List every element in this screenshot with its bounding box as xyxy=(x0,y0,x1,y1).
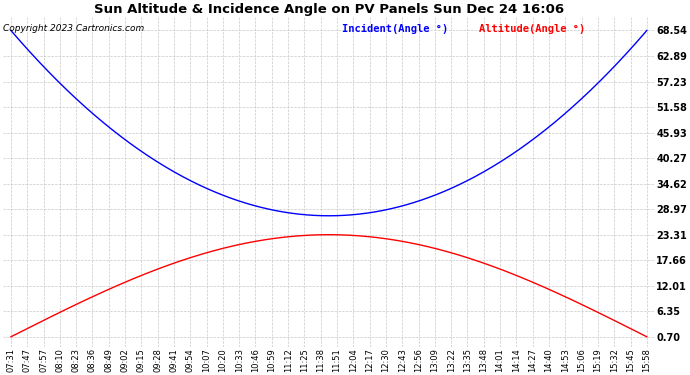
Title: Sun Altitude & Incidence Angle on PV Panels Sun Dec 24 16:06: Sun Altitude & Incidence Angle on PV Pan… xyxy=(94,3,564,16)
Text: Incident(Angle °): Incident(Angle °) xyxy=(342,24,448,34)
Text: Copyright 2023 Cartronics.com: Copyright 2023 Cartronics.com xyxy=(3,24,145,33)
Text: Altitude(Angle °): Altitude(Angle °) xyxy=(479,24,585,34)
